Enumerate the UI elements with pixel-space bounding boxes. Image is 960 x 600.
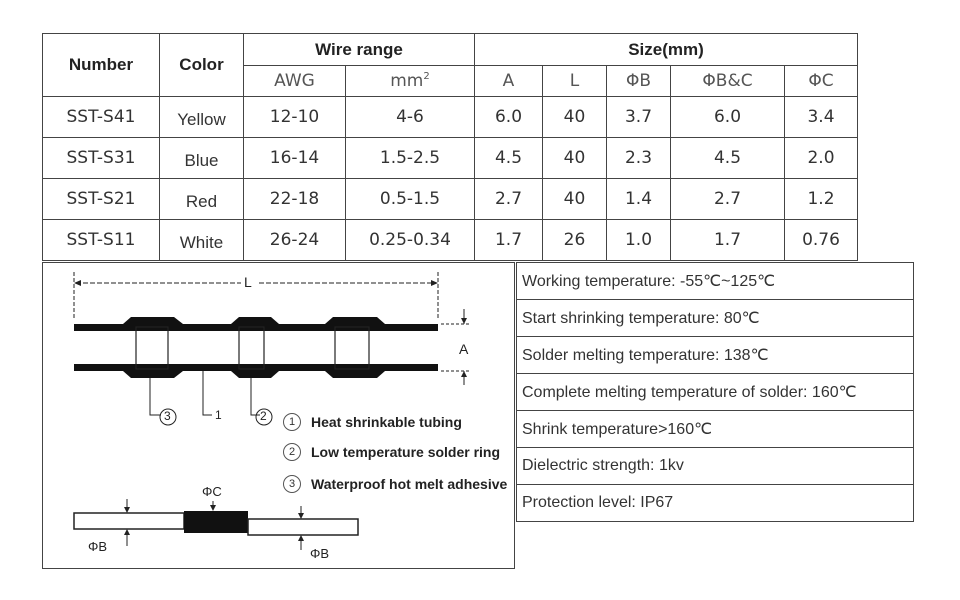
cell-awg: 16-14 (243, 137, 346, 179)
cell-color: Yellow (159, 96, 244, 138)
cell-phic: 3.4 (783, 96, 859, 138)
part-label-3: 3 (164, 409, 171, 423)
phib-left-label: ΦB (88, 539, 108, 554)
legend-number: 1 (283, 413, 301, 431)
property-row: Solder melting temperature: 138℃ (516, 336, 914, 374)
legend-item: 1 Heat shrinkable tubing (283, 413, 462, 431)
cell-a: 1.7 (474, 219, 543, 261)
cell-mm2: 4-6 (345, 96, 475, 138)
cell-number: SST-S21 (42, 178, 160, 220)
cell-phic: 2.0 (783, 137, 859, 179)
cell-l: 40 (542, 96, 607, 138)
property-text: Protection level: IP67 (516, 484, 914, 522)
cell-phibc: 1.7 (670, 219, 785, 261)
cell-phibc: 6.0 (670, 96, 785, 138)
cell-phib: 2.3 (606, 137, 671, 179)
cell-color: Red (159, 178, 244, 220)
legend-number: 2 (283, 443, 301, 461)
subheader-phibc: ΦB&C (670, 65, 785, 97)
legend-number: 3 (283, 475, 301, 493)
table-row: SST-S31 Blue 16-14 1.5-2.5 4.5 40 2.3 4.… (42, 137, 859, 179)
subheader-phib: ΦB (606, 65, 671, 97)
legend-text: Heat shrinkable tubing (311, 414, 462, 430)
cell-awg: 22-18 (243, 178, 346, 220)
property-row: Complete melting temperature of solder: … (516, 373, 914, 411)
header-color: Color (159, 33, 244, 97)
property-row: Working temperature: -55℃~125℃ (516, 262, 914, 300)
cell-phib: 1.4 (606, 178, 671, 220)
connector-drawing (73, 272, 471, 550)
subheader-a: A (474, 65, 543, 97)
cell-number: SST-S11 (42, 219, 160, 261)
cell-l: 26 (542, 219, 607, 261)
phic-label: ΦC (202, 484, 222, 499)
property-row: Start shrinking temperature: 80℃ (516, 299, 914, 337)
connector-diagram: L A 3 1 2 1 Heat shrinkable tubing 2 Low… (42, 262, 515, 569)
spec-table: Number Color Wire range Size(mm) AWG mm2… (42, 33, 859, 261)
property-row: Protection level: IP67 (516, 484, 914, 522)
cell-phibc: 2.7 (670, 178, 785, 220)
property-row: Shrink temperature>160℃ (516, 410, 914, 448)
a-label: A (459, 341, 469, 357)
cell-phic: 1.2 (783, 178, 859, 220)
cell-awg: 12-10 (243, 96, 346, 138)
part-label-1: 1 (215, 408, 222, 422)
legend-item: 2 Low temperature solder ring (283, 443, 500, 461)
cell-color: White (159, 219, 244, 261)
header-number: Number (42, 33, 160, 97)
cell-mm2: 1.5-2.5 (345, 137, 475, 179)
subheader-l: L (542, 65, 607, 97)
cell-l: 40 (542, 137, 607, 179)
cell-a: 6.0 (474, 96, 543, 138)
cell-a: 4.5 (474, 137, 543, 179)
property-text: Dielectric strength: 1kv (516, 447, 914, 485)
property-text: Start shrinking temperature: 80℃ (516, 299, 914, 337)
header-wire-range: Wire range (243, 33, 475, 66)
legend-text: Low temperature solder ring (311, 444, 501, 460)
legend-item: 3 Waterproof hot melt adhesive (283, 475, 507, 493)
part-label-2: 2 (260, 409, 267, 423)
subheader-phic: ΦC (783, 65, 859, 97)
header-size: Size(mm) (473, 33, 859, 66)
property-text: Working temperature: -55℃~125℃ (516, 262, 914, 300)
properties-table: Working temperature: -55℃~125℃ Start shr… (516, 262, 914, 522)
cell-number: SST-S31 (42, 137, 160, 179)
table-row: SST-S11 White 26-24 0.25-0.34 1.7 26 1.0… (42, 219, 859, 261)
table-row: SST-S41 Yellow 12-10 4-6 6.0 40 3.7 6.0 … (42, 96, 859, 138)
property-text: Shrink temperature>160℃ (516, 410, 914, 448)
cell-color: Blue (159, 137, 244, 179)
cell-number: SST-S41 (42, 96, 160, 138)
cell-phib: 3.7 (606, 96, 671, 138)
cell-mm2: 0.5-1.5 (345, 178, 475, 220)
property-text: Complete melting temperature of solder: … (516, 373, 914, 411)
phib-right-label: ΦB (310, 546, 330, 561)
legend-text: Waterproof hot melt adhesive (311, 476, 508, 492)
length-label: L (244, 274, 252, 290)
cell-phib: 1.0 (606, 219, 671, 261)
cell-l: 40 (542, 178, 607, 220)
cell-awg: 26-24 (243, 219, 346, 261)
cell-phibc: 4.5 (670, 137, 785, 179)
subheader-awg: AWG (243, 65, 346, 97)
property-row: Dielectric strength: 1kv (516, 447, 914, 485)
cell-a: 2.7 (474, 178, 543, 220)
cell-mm2: 0.25-0.34 (345, 219, 475, 261)
table-row: SST-S21 Red 22-18 0.5-1.5 2.7 40 1.4 2.7… (42, 178, 859, 220)
subheader-mm2: mm2 (345, 65, 475, 97)
cell-phic: 0.76 (783, 219, 859, 261)
property-text: Solder melting temperature: 138℃ (516, 336, 914, 374)
